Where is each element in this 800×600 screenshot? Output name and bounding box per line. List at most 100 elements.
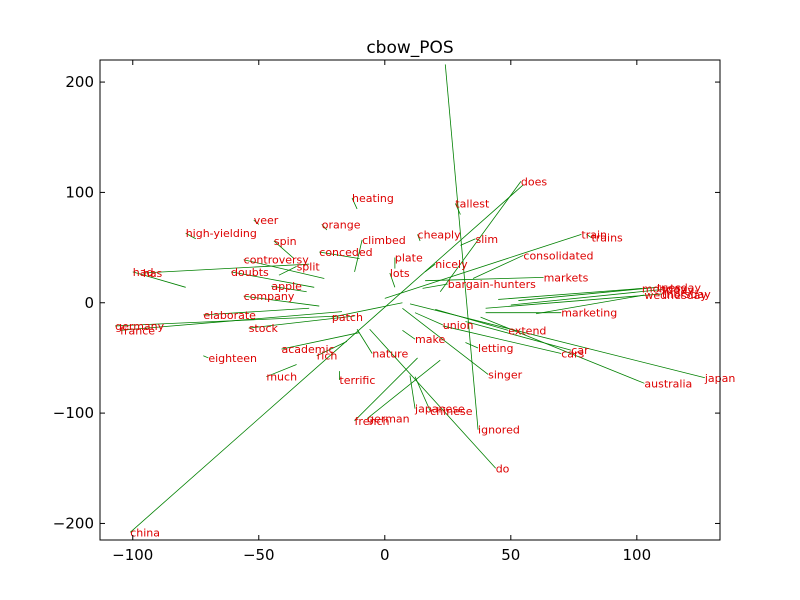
word-label-train: train xyxy=(581,228,607,241)
word-label-cheaply: cheaply xyxy=(418,228,462,241)
word-label-german: german xyxy=(367,413,410,426)
word-label-germany: germany xyxy=(115,320,165,333)
arrow-japanese xyxy=(409,375,416,409)
arrow-academic xyxy=(281,332,360,350)
arrow-conceded xyxy=(319,251,360,260)
arrow-veer xyxy=(253,219,260,225)
word-label-extend: extend xyxy=(508,324,546,337)
word-label-japanese: japanese xyxy=(414,403,465,416)
arrow-controversy xyxy=(243,259,325,279)
arrow-nature xyxy=(356,329,373,354)
word-label-nature: nature xyxy=(372,348,408,361)
arrow-france xyxy=(120,311,342,331)
y-tick-label: 200 xyxy=(65,73,94,91)
arrow-does xyxy=(439,181,522,292)
word-label-ignored: ignored xyxy=(478,424,520,437)
y-tick-label: −100 xyxy=(53,404,94,422)
arrow-australia xyxy=(480,316,645,384)
word-label-singer: singer xyxy=(488,368,523,381)
y-tick-label: 100 xyxy=(65,183,94,201)
arrow-monday xyxy=(498,288,642,300)
arrow-singer xyxy=(402,307,489,375)
word-label-chinese: chinese xyxy=(430,405,473,418)
word-label-markets: markets xyxy=(544,271,589,284)
word-label-lots: lots xyxy=(390,267,410,280)
word-label-nicely: nicely xyxy=(435,258,468,271)
word-label-orange: orange xyxy=(322,218,361,231)
arrow-bargain-hunters xyxy=(422,283,448,289)
x-tick-label: 100 xyxy=(623,546,652,564)
y-tick-label: −200 xyxy=(53,514,94,532)
x-tick-label: 50 xyxy=(501,546,520,564)
word-label-france: france xyxy=(120,324,155,337)
arrow-german xyxy=(366,359,441,419)
word-label-split: split xyxy=(297,260,321,273)
word-label-tuesday: tuesday xyxy=(657,281,702,294)
word-label-climbed: climbed xyxy=(362,234,406,247)
arrow-much xyxy=(266,364,297,378)
word-label-wednesday: wednesday xyxy=(644,289,707,302)
word-label-does: does xyxy=(521,175,547,188)
word-label-doubts: doubts xyxy=(231,266,269,279)
word-label-has: has xyxy=(143,267,163,280)
label-layer: does tallest heating veer orange high-yieldin… xyxy=(115,175,735,539)
word-label-rich: rich xyxy=(317,350,338,363)
arrow-high-yielding xyxy=(185,232,196,240)
arrow-make xyxy=(402,330,416,340)
word-label-apple: apple xyxy=(271,280,302,293)
arrow-car xyxy=(465,321,572,351)
word-label-marketing: marketing xyxy=(561,307,617,320)
word-label-cars: cars xyxy=(561,348,584,361)
arrow-french xyxy=(354,357,418,422)
x-tick-label: −100 xyxy=(112,546,153,564)
arrow-trains xyxy=(586,234,592,238)
arrow-has xyxy=(142,263,310,274)
word-label-eighteen: eighteen xyxy=(208,352,257,365)
arrow-rich xyxy=(316,341,348,357)
word-label-bargain-hunters: bargain-hunters xyxy=(448,278,536,291)
arrow-layer xyxy=(115,64,705,533)
word-label-letting: letting xyxy=(478,342,513,355)
arrow-patch xyxy=(331,302,403,318)
word-label-car: car xyxy=(571,344,589,357)
word-label-make: make xyxy=(415,333,445,346)
word-label-thursday: thursday xyxy=(662,288,711,301)
arrow-cheaply xyxy=(417,234,421,242)
arrow-orange xyxy=(321,224,328,231)
arrow-had xyxy=(132,271,186,288)
word-label-china: china xyxy=(130,526,160,539)
word-label-slim: slim xyxy=(476,233,499,246)
word-label-trains: trains xyxy=(591,232,623,245)
word-label-heating: heating xyxy=(352,192,394,205)
arrow-climbed xyxy=(354,239,363,272)
word-label-conceded: conceded xyxy=(319,246,372,259)
arrow-letting xyxy=(465,342,479,349)
x-tick-label: 0 xyxy=(380,546,390,564)
arrow-split xyxy=(278,265,297,276)
word-label-high-yielding: high-yielding xyxy=(186,227,257,240)
word-label-french: french xyxy=(355,415,390,428)
axis-ticks: −100 −50 0 50 100 −200 −100 0 100 200 xyxy=(53,60,720,564)
word-label-stock: stock xyxy=(249,322,279,335)
arrow-heating xyxy=(351,197,358,210)
arrow-cars xyxy=(442,325,562,354)
x-tick-label: −50 xyxy=(243,546,275,564)
arrow-company xyxy=(243,295,320,307)
word-label-spin: spin xyxy=(274,235,297,248)
arrow-elaborate xyxy=(203,307,310,316)
arrow-union xyxy=(414,312,443,326)
word-label-veer: veer xyxy=(254,214,279,227)
arrow-do xyxy=(369,328,496,469)
arrow-tuesday xyxy=(518,286,658,301)
word-label-consolidated: consolidated xyxy=(523,249,593,262)
word-label-tallest: tallest xyxy=(455,197,490,210)
arrow-apple xyxy=(271,285,307,293)
word-label-do: do xyxy=(496,462,510,475)
arrow-spin xyxy=(273,240,295,259)
word-label-terrific: terrific xyxy=(339,374,375,387)
arrow-slim xyxy=(460,238,476,246)
word-label-plate: plate xyxy=(395,252,423,265)
arrow-japan xyxy=(409,303,705,379)
